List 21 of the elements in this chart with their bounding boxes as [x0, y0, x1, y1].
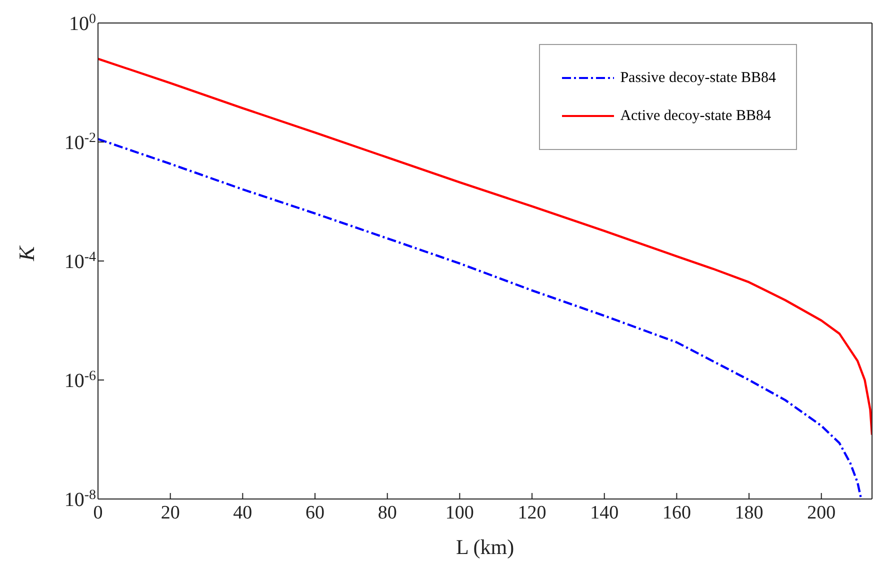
x-tick-label: 0: [93, 502, 103, 524]
x-tick-label: 180: [734, 502, 764, 524]
x-tick-label: 200: [807, 502, 836, 524]
legend-label: Active decoy-state BB84: [620, 108, 771, 124]
x-tick-label: 140: [590, 502, 619, 524]
y-tick-label: 10$^{-6}$: [64, 368, 96, 392]
y-axis-title: K: [14, 245, 39, 262]
y-tick-label: 10$^{0}$: [69, 12, 96, 35]
x-axis-title: L (km): [456, 535, 514, 559]
y-tick-label: 10$^{-2}$: [64, 130, 96, 154]
x-tick-label: 120: [518, 502, 546, 524]
x-tick-label: 60: [306, 502, 325, 524]
line-series: [98, 58, 872, 436]
x-tick-label: 160: [662, 502, 691, 524]
y-tick-label: 10$^{-4}$: [64, 250, 96, 273]
x-tick-label: 20: [160, 502, 180, 524]
x-tick-label: 100: [445, 502, 474, 524]
legend-label: Passive decoy-state BB84: [620, 70, 776, 86]
x-tick-label: 80: [378, 502, 397, 524]
x-tick-label: 40: [233, 502, 252, 524]
line-series: [98, 138, 862, 499]
